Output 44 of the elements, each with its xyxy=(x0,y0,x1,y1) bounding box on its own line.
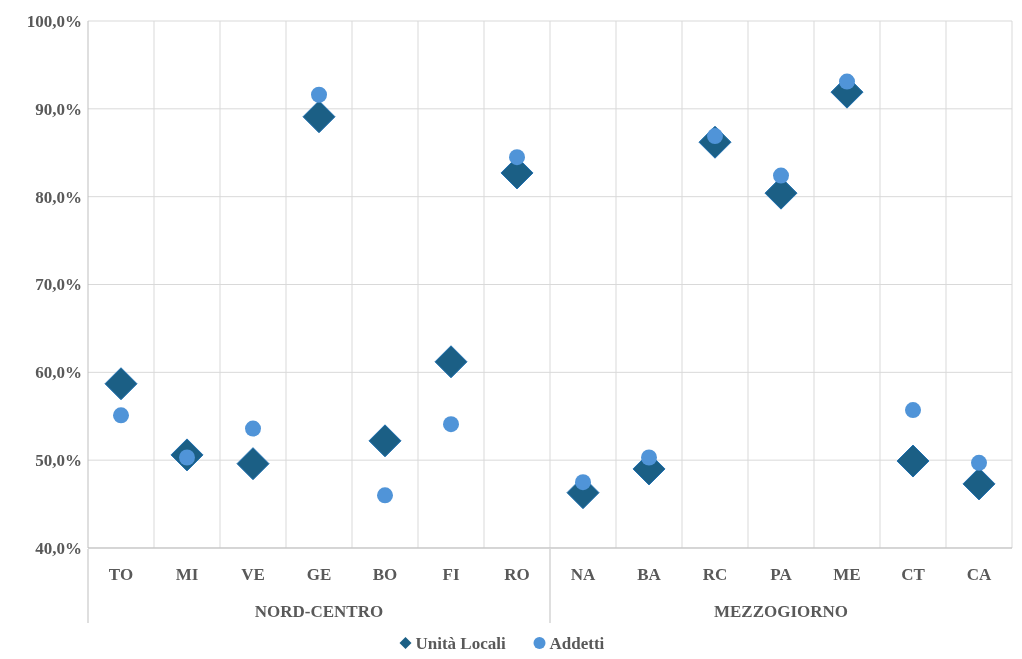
point xyxy=(896,444,930,478)
point xyxy=(302,100,336,134)
y-tick-label: 90,0% xyxy=(35,99,82,119)
x-tick-label: CA xyxy=(966,565,992,584)
x-tick-label: BO xyxy=(372,565,398,584)
x-tick-label: ME xyxy=(833,565,861,584)
point xyxy=(368,424,402,458)
legend-label: Unità Locali xyxy=(415,634,506,653)
point xyxy=(575,474,591,491)
point xyxy=(443,416,459,433)
point xyxy=(641,449,657,466)
point xyxy=(509,149,525,166)
x-tick-label: PA xyxy=(770,565,793,584)
x-tick-label: TO xyxy=(108,565,134,584)
point xyxy=(773,167,789,184)
text: NORD-CENTRO xyxy=(254,602,384,621)
point xyxy=(839,73,855,90)
point xyxy=(311,86,327,103)
y-tick-label: 40,0% xyxy=(35,538,82,558)
x-tick-label: BA xyxy=(637,565,662,584)
y-tick-label: 100,0% xyxy=(26,11,82,31)
y-tick-label: 50,0% xyxy=(35,451,82,471)
y-tick-label: 80,0% xyxy=(35,187,82,207)
point xyxy=(905,402,921,419)
point xyxy=(971,454,987,471)
x-tick-label: RO xyxy=(504,565,530,584)
legend-label: Addetti xyxy=(549,634,605,653)
x-tick-label: VE xyxy=(241,565,265,584)
point xyxy=(962,467,996,501)
point xyxy=(113,407,129,424)
x-tick-label: FI xyxy=(442,565,460,584)
point xyxy=(434,345,468,379)
x-tick-label: GE xyxy=(306,565,332,584)
x-tick-label: CT xyxy=(901,565,926,584)
y-tick-label: 60,0% xyxy=(35,363,82,383)
x-tick-label: RC xyxy=(702,565,728,584)
point xyxy=(245,420,261,437)
x-tick-label: MI xyxy=(175,565,199,584)
point xyxy=(377,487,393,504)
point xyxy=(104,367,138,401)
x-tick-label: NA xyxy=(570,565,596,584)
y-tick-label: 70,0% xyxy=(35,275,82,295)
point xyxy=(236,447,270,481)
text: MEZZOGIORNO xyxy=(713,602,849,621)
